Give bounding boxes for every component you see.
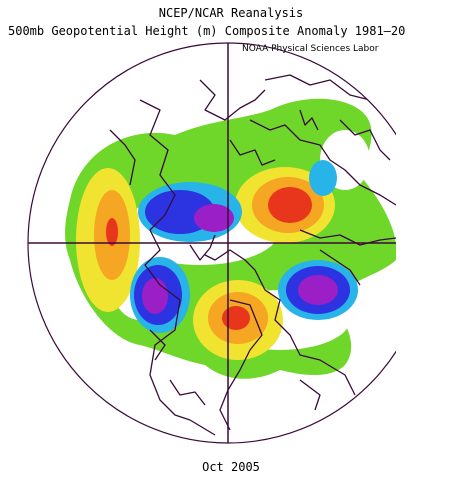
meridian-grid: [28, 43, 396, 443]
title-line-2: 500mb Geopotential Height (m) Composite …: [8, 24, 406, 38]
title-line-1: NCEP/NCAR Reanalysis: [158, 6, 304, 20]
anomaly-shading-positive: [76, 167, 335, 360]
anomaly-shading-negative: [130, 160, 358, 333]
period-label: Oct 2005: [202, 460, 260, 474]
globe-outline: [27, 42, 396, 444]
credit-label: NOAA Physical Sciences Labor: [242, 44, 379, 54]
